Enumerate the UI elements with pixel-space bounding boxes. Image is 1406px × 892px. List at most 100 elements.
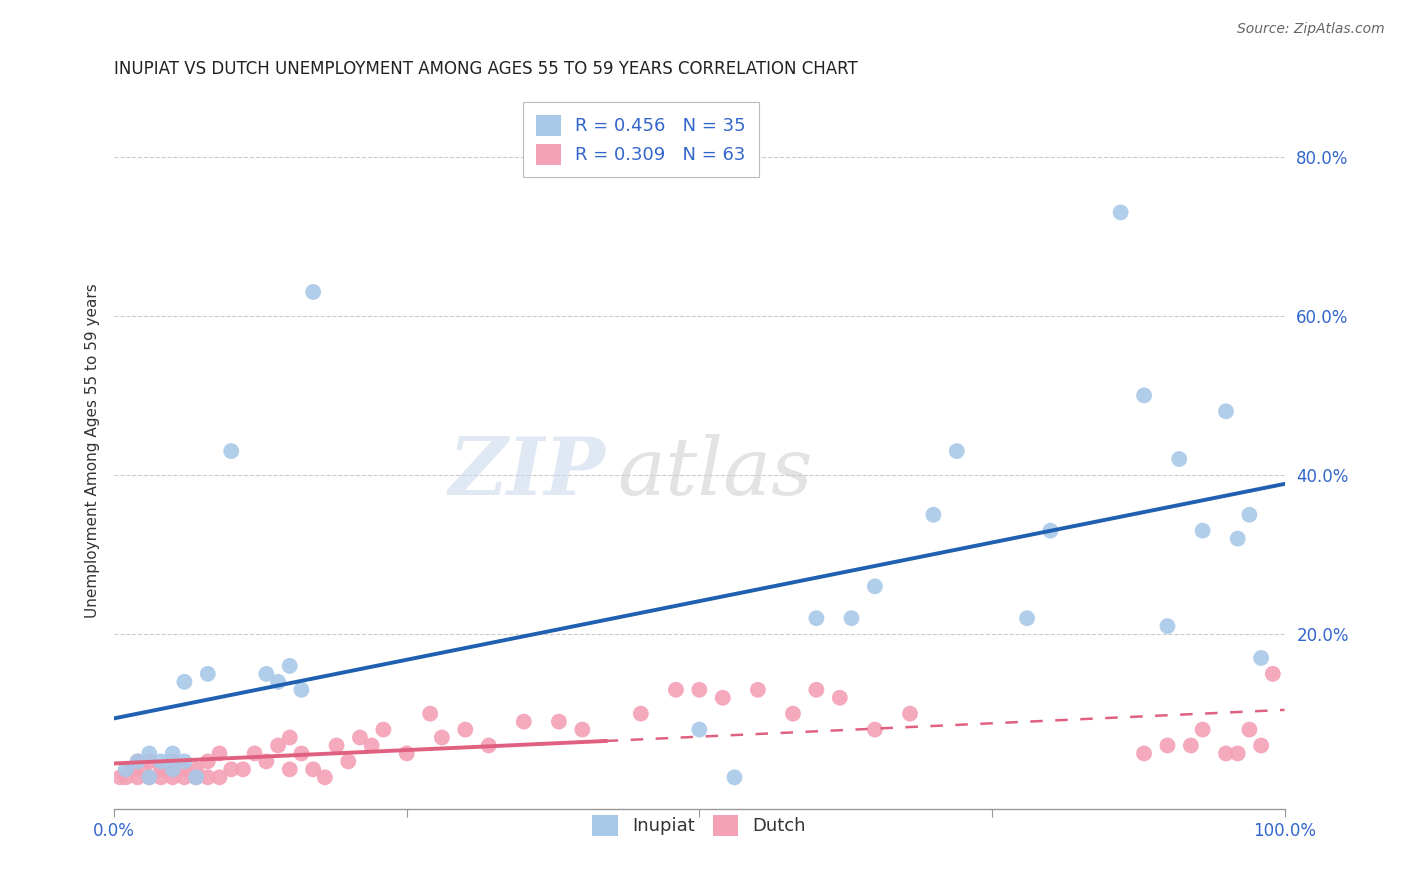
Point <box>325 739 347 753</box>
Point <box>711 690 734 705</box>
Text: ZIP: ZIP <box>449 434 606 511</box>
Point <box>922 508 945 522</box>
Point <box>337 755 360 769</box>
Point <box>127 755 149 769</box>
Point <box>115 763 138 777</box>
Point <box>138 770 160 784</box>
Point <box>1239 723 1261 737</box>
Point <box>1215 747 1237 761</box>
Point <box>478 739 501 753</box>
Point <box>782 706 804 721</box>
Point <box>1156 739 1178 753</box>
Point <box>723 770 745 784</box>
Point <box>1133 388 1156 402</box>
Point <box>184 770 207 784</box>
Point <box>115 770 138 784</box>
Point <box>454 723 477 737</box>
Point <box>828 690 851 705</box>
Point <box>150 755 173 769</box>
Point <box>863 723 886 737</box>
Point <box>630 706 652 721</box>
Point <box>513 714 536 729</box>
Point <box>150 763 173 777</box>
Point <box>197 770 219 784</box>
Point <box>1250 651 1272 665</box>
Point <box>278 763 301 777</box>
Point <box>1015 611 1038 625</box>
Legend: Inupiat, Dutch: Inupiat, Dutch <box>585 808 814 843</box>
Point <box>571 723 593 737</box>
Point <box>108 770 131 784</box>
Point <box>688 682 710 697</box>
Point <box>254 666 277 681</box>
Text: INUPIAT VS DUTCH UNEMPLOYMENT AMONG AGES 55 TO 59 YEARS CORRELATION CHART: INUPIAT VS DUTCH UNEMPLOYMENT AMONG AGES… <box>114 60 858 78</box>
Point <box>1180 739 1202 753</box>
Point <box>267 674 290 689</box>
Point <box>162 763 184 777</box>
Point <box>419 706 441 721</box>
Point <box>1239 508 1261 522</box>
Point <box>132 763 155 777</box>
Point <box>138 747 160 761</box>
Point <box>267 739 290 753</box>
Point <box>162 755 184 769</box>
Text: atlas: atlas <box>617 434 813 511</box>
Point <box>314 770 336 784</box>
Point <box>197 666 219 681</box>
Point <box>863 579 886 593</box>
Point <box>1133 747 1156 761</box>
Point <box>219 763 242 777</box>
Point <box>138 770 160 784</box>
Point <box>395 747 418 761</box>
Point <box>665 682 688 697</box>
Point <box>173 674 195 689</box>
Point <box>349 731 371 745</box>
Point <box>1191 723 1213 737</box>
Point <box>1215 404 1237 418</box>
Point <box>1109 205 1132 219</box>
Point <box>184 770 207 784</box>
Point <box>278 659 301 673</box>
Point <box>121 763 143 777</box>
Point <box>243 747 266 761</box>
Point <box>232 763 254 777</box>
Point <box>302 763 325 777</box>
Point <box>184 763 207 777</box>
Point <box>127 755 149 769</box>
Y-axis label: Unemployment Among Ages 55 to 59 years: Unemployment Among Ages 55 to 59 years <box>86 284 100 618</box>
Point <box>1226 532 1249 546</box>
Point <box>841 611 863 625</box>
Point <box>806 682 828 697</box>
Point <box>254 755 277 769</box>
Point <box>1261 666 1284 681</box>
Point <box>806 611 828 625</box>
Point <box>360 739 382 753</box>
Point <box>946 444 969 458</box>
Point <box>373 723 395 737</box>
Point <box>1250 739 1272 753</box>
Point <box>1191 524 1213 538</box>
Point <box>1226 747 1249 761</box>
Point <box>1168 452 1191 467</box>
Point <box>173 755 195 769</box>
Point <box>162 763 184 777</box>
Point <box>197 755 219 769</box>
Point <box>173 763 195 777</box>
Point <box>290 747 312 761</box>
Point <box>219 444 242 458</box>
Point <box>278 731 301 745</box>
Text: Source: ZipAtlas.com: Source: ZipAtlas.com <box>1237 22 1385 37</box>
Point <box>1156 619 1178 633</box>
Point <box>898 706 921 721</box>
Point <box>162 770 184 784</box>
Point <box>138 755 160 769</box>
Point <box>1039 524 1062 538</box>
Point <box>290 682 312 697</box>
Point <box>162 747 184 761</box>
Point <box>208 747 231 761</box>
Point <box>127 770 149 784</box>
Point <box>747 682 769 697</box>
Point <box>173 770 195 784</box>
Point <box>430 731 453 745</box>
Point <box>548 714 571 729</box>
